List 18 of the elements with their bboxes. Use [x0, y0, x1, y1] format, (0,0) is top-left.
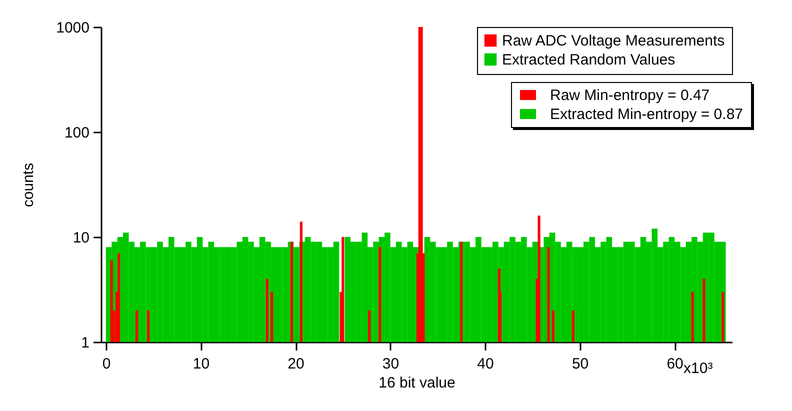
y-tick-label: 10: [72, 230, 90, 246]
x-tick-label: 0: [102, 356, 111, 372]
y-tick-label: 1: [81, 334, 90, 352]
x-tick-label: 20: [288, 356, 304, 372]
text: x10³: [684, 360, 713, 377]
annotation: Extracted Min-entropy = 0.87: [550, 106, 743, 123]
y-tick-label: 1000: [56, 20, 90, 36]
x-tick-label: 60: [666, 356, 684, 372]
x-tick-label: 40: [477, 356, 494, 372]
x-tick-label: 10: [192, 356, 210, 372]
x-tick-label: 50: [572, 356, 589, 372]
y-tick-label: 100: [64, 124, 90, 142]
legend-label: Extracted Random Values: [502, 52, 676, 68]
y-axis-title: counts: [20, 162, 38, 208]
annotation: Raw Min-entropy = 0.47: [550, 87, 710, 104]
x-axis-title: 16 bit value: [378, 374, 456, 392]
x-tick-label: 30: [382, 356, 400, 372]
legend-label: Raw ADC Voltage Measurements: [502, 32, 725, 50]
